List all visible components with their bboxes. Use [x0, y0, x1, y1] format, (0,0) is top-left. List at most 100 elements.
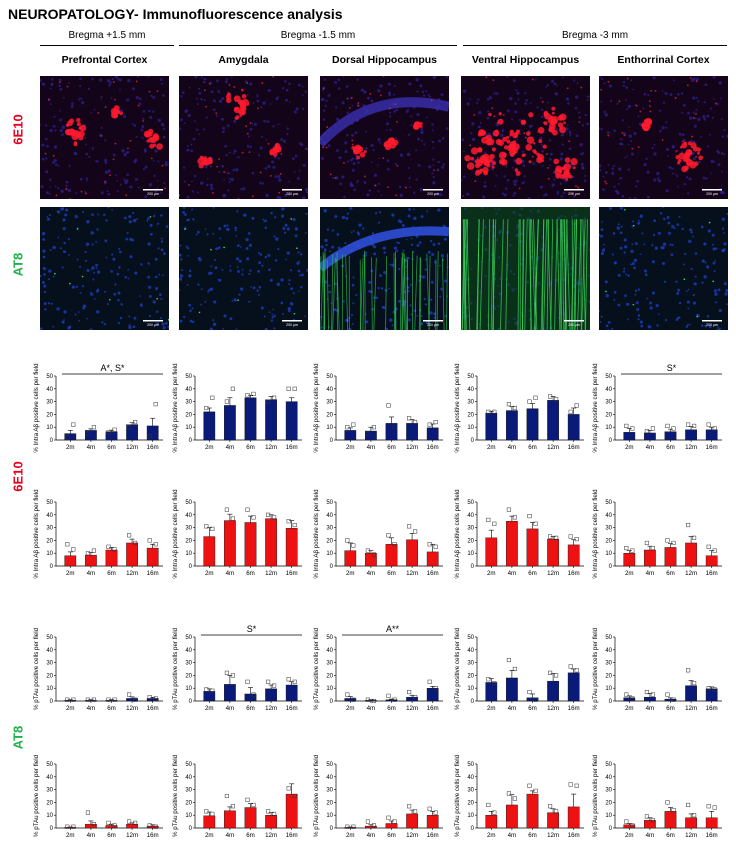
region-amygdala: Amygdala: [179, 54, 308, 66]
x-tick-label: 4m: [87, 705, 96, 712]
y-tick-label: 40: [46, 387, 53, 393]
y-tick-label: 50: [605, 500, 612, 506]
bar: [665, 432, 676, 440]
significance-annotation: S*: [667, 363, 677, 373]
x-tick-label: 6m: [666, 444, 675, 451]
y-tick-label: 20: [326, 673, 333, 679]
x-tick-label: 12m: [265, 444, 277, 451]
y-axis-label: % Intra Aβ positive cells per field: [592, 489, 599, 579]
y-tick-label: 10: [467, 551, 474, 557]
data-point: [246, 508, 250, 512]
bar: [685, 430, 696, 440]
x-tick-label: 4m: [367, 705, 376, 712]
y-axis-label: % Intra Aβ positive cells per field: [33, 489, 40, 579]
data-point: [569, 535, 573, 539]
y-tick-label: 50: [467, 374, 474, 380]
y-tick-label: 0: [330, 826, 334, 832]
data-point: [86, 551, 90, 555]
y-tick-label: 40: [467, 513, 474, 519]
micrograph-6e10-dorsal-hippocampus: 200 µm: [320, 76, 449, 199]
bar: [406, 814, 417, 828]
data-point: [246, 680, 250, 684]
x-tick-label: 2m: [346, 705, 355, 712]
data-point: [625, 424, 629, 428]
bar: [386, 423, 397, 440]
bar: [685, 543, 696, 566]
bregma-label-2: Bregma -1.5 mm: [179, 30, 457, 41]
y-tick-label: 30: [467, 400, 474, 406]
bar: [286, 685, 297, 701]
y-axis-label: % pTAu positive cells per field: [313, 627, 320, 710]
data-point: [528, 784, 532, 788]
y-tick-label: 10: [46, 425, 53, 431]
bar: [245, 808, 256, 828]
y-axis-label: % Intra Aβ positive cells per field: [313, 363, 320, 453]
data-point: [507, 658, 511, 662]
data-point: [387, 404, 391, 408]
data-point: [487, 518, 491, 522]
data-point: [293, 387, 297, 391]
bar: [286, 402, 297, 440]
bar: [506, 678, 517, 701]
data-point: [528, 514, 532, 518]
data-point: [507, 402, 511, 406]
data-point: [127, 693, 131, 697]
x-tick-label: 6m: [387, 705, 396, 712]
x-tick-label: 4m: [87, 570, 96, 577]
x-tick-label: 4m: [226, 444, 235, 451]
x-tick-label: 16m: [568, 705, 580, 712]
y-tick-label: 40: [605, 387, 612, 393]
data-point: [225, 508, 229, 512]
x-tick-label: 12m: [685, 570, 697, 577]
x-tick-label: 6m: [528, 444, 537, 451]
y-tick-label: 50: [326, 374, 333, 380]
x-tick-label: 16m: [568, 444, 580, 451]
data-point: [225, 671, 229, 675]
x-tick-label: 12m: [265, 705, 277, 712]
micrograph-at8-ventral-hippocampus: 200 µm: [461, 207, 590, 330]
bar: [265, 815, 276, 828]
data-point: [434, 545, 438, 549]
svg-text:200 µm: 200 µm: [568, 323, 580, 327]
data-point: [266, 680, 270, 684]
bar: [568, 414, 579, 440]
y-tick-label: 50: [605, 374, 612, 380]
x-tick-label: 2m: [487, 705, 496, 712]
y-axis-label: % Intra Aβ positive cells per field: [172, 489, 179, 579]
bar: [204, 816, 215, 828]
data-point: [686, 803, 690, 807]
x-tick-label: 2m: [205, 444, 214, 451]
bar: [665, 547, 676, 566]
data-point: [575, 784, 579, 788]
x-tick-label: 16m: [706, 444, 718, 451]
y-tick-label: 40: [185, 775, 192, 781]
bar: [345, 430, 356, 440]
y-tick-label: 0: [471, 699, 475, 705]
y-tick-label: 50: [467, 762, 474, 768]
data-point: [686, 523, 690, 527]
data-point: [575, 404, 579, 408]
y-tick-label: 10: [467, 813, 474, 819]
micrograph-at8-prefrontal-cortex: 200 µm: [40, 207, 169, 330]
y-tick-label: 40: [326, 387, 333, 393]
y-tick-label: 10: [605, 813, 612, 819]
bar: [506, 805, 517, 828]
y-axis-label: % pTAu positive cells per field: [33, 627, 40, 710]
data-point: [407, 804, 411, 808]
y-axis-label: % Intra Aβ positive cells per field: [454, 489, 461, 579]
y-tick-label: 20: [46, 538, 53, 544]
x-tick-label: 6m: [528, 570, 537, 577]
significance-annotation: A*, S*: [100, 363, 125, 373]
y-tick-label: 50: [46, 500, 53, 506]
y-tick-label: 50: [185, 374, 192, 380]
data-point: [272, 684, 276, 688]
x-tick-label: 12m: [547, 570, 559, 577]
data-point: [413, 530, 417, 534]
bar: [106, 825, 117, 828]
bar: [706, 430, 717, 440]
